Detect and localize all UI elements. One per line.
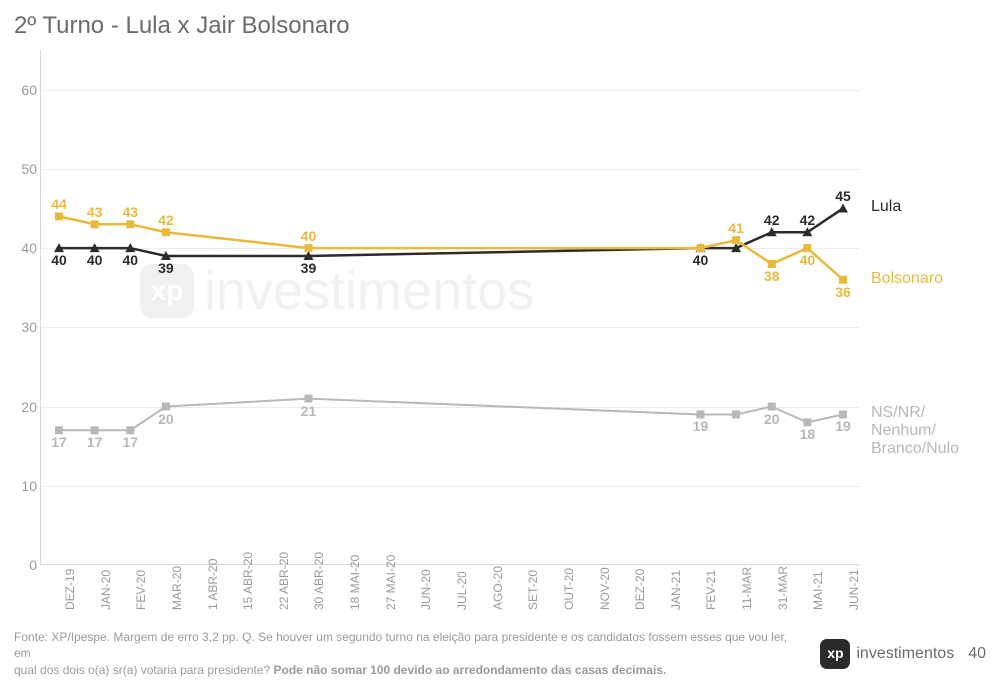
marker [839,276,847,284]
data-label: 40 [122,252,138,268]
x-tick-label: JUL-20 [455,571,469,610]
data-label: 39 [301,260,317,276]
series-line-ns/nr [59,399,843,431]
x-tick-label: MAI-21 [811,571,825,610]
marker [126,426,134,434]
data-label: 42 [158,212,174,228]
x-tick-label: DEZ-19 [63,569,77,610]
x-tick-label: 11-MAR [740,567,754,610]
y-tick-label: 20 [13,399,37,415]
plot-area: 0102030405060DEZ-19JAN-20FEV-20MAR-201 A… [40,50,860,565]
marker [732,236,740,244]
marker [803,244,811,252]
marker [304,395,312,403]
footer-line2: qual dos dois o(a) sr(a) votaria para pr… [14,663,273,677]
marker [732,410,740,418]
data-label: 20 [764,411,780,427]
x-tick-label: FEV-21 [704,570,718,610]
y-tick-label: 0 [13,557,37,573]
data-label: 19 [835,418,851,434]
data-label: 45 [835,188,851,204]
chart-title: 2º Turno - Lula x Jair Bolsonaro [14,12,350,40]
data-label: 40 [51,252,67,268]
footer-text: Fonte: XP/Ipespe. Margem de erro 3,2 pp.… [14,629,806,679]
series-end-label-bolsonaro: Bolsonaro [871,270,943,288]
y-tick-label: 30 [13,319,37,335]
data-label: 44 [51,196,67,212]
marker [838,203,848,212]
marker [91,426,99,434]
data-label: 43 [87,204,103,220]
footer-logo-box: xp [820,639,850,669]
x-tick-label: OUT-20 [562,568,576,610]
marker [304,244,312,252]
data-label: 40 [693,252,709,268]
x-tick-label: SET-20 [526,570,540,610]
marker [768,403,776,411]
marker [768,260,776,268]
marker [91,220,99,228]
x-tick-label: AGO-20 [491,566,505,610]
x-tick-label: 1 ABR-20 [206,559,220,610]
x-tick-label: JAN-20 [99,570,113,610]
series-end-label-lula: Lula [871,198,901,216]
y-tick-label: 10 [13,478,37,494]
x-tick-label: DEZ-20 [633,569,647,610]
y-tick-label: 40 [13,240,37,256]
data-label: 20 [158,411,174,427]
footer-logo-text: investimentos [856,643,954,665]
footer-bold: Pode não somar 100 devido ao arredondame… [273,663,666,677]
marker [126,220,134,228]
data-label: 40 [800,252,816,268]
page-number: 40 [968,643,986,665]
data-label: 36 [835,284,851,300]
data-label: 43 [122,204,138,220]
x-tick-label: FEV-20 [134,570,148,610]
marker [839,410,847,418]
data-label: 21 [301,403,317,419]
marker [55,212,63,220]
data-label: 38 [764,268,780,284]
y-tick-label: 60 [13,82,37,98]
data-label: 40 [87,252,103,268]
data-label: 18 [800,426,816,442]
marker [803,418,811,426]
data-label: 40 [301,228,317,244]
data-label: 39 [158,260,174,276]
series-end-label-ns/nr: NS/NR/ Nenhum/ Branco/Nulo [871,404,959,458]
marker [55,426,63,434]
x-tick-label: NOV-20 [598,567,612,610]
y-tick-label: 50 [13,161,37,177]
chart-svg [41,50,860,564]
marker [696,410,704,418]
footer-logo: xp investimentos [820,639,954,669]
data-label: 19 [693,418,709,434]
data-label: 17 [51,434,67,450]
marker [696,244,704,252]
data-label: 41 [728,220,744,236]
footer: Fonte: XP/Ipespe. Margem de erro 3,2 pp.… [14,629,986,679]
data-label: 42 [800,212,816,228]
marker [162,403,170,411]
x-tick-label: JUN-20 [419,569,433,610]
x-tick-label: JAN-21 [669,570,683,610]
marker [162,228,170,236]
data-label: 17 [122,434,138,450]
x-tick-label: MAR-20 [170,566,184,610]
data-label: 17 [87,434,103,450]
footer-line1: Fonte: XP/Ipespe. Margem de erro 3,2 pp.… [14,630,787,661]
x-tick-label: JUN-21 [847,569,861,610]
data-label: 42 [764,212,780,228]
x-tick-label: 31-MAR [776,566,790,610]
